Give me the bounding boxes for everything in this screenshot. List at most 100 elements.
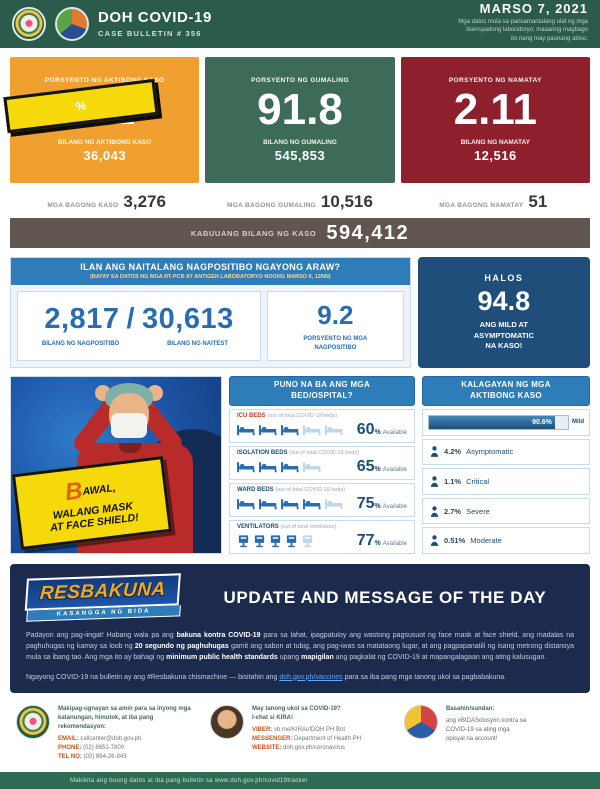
message-text: Ngayong COVID-19 na bulletin ay ang #Res… xyxy=(26,673,280,681)
availability-word: Available xyxy=(382,466,407,473)
total-cases-bar: KABUUANG BILANG NG KASO 594,412 xyxy=(10,218,590,248)
vaccine-info-link[interactable]: doh.gov.ph/vaccines xyxy=(279,673,343,681)
bed-icon-dim xyxy=(325,499,343,510)
contact-line: PHONE: (02) 8651-7800 xyxy=(58,744,196,753)
warning-sign-text: BAWAL, WALANG MASK AT FACE SHIELD! xyxy=(26,469,158,538)
card-count: 545,853 xyxy=(274,147,326,163)
header: DOH COVID-19 CASE BULLETIN # 356 MARSO 7… xyxy=(0,0,600,48)
bed-icon xyxy=(259,462,277,472)
middle-section: BAWAL, WALANG MASK AT FACE SHIELD! PUNO … xyxy=(0,370,600,556)
legend-label: Asymptomatic xyxy=(466,447,514,457)
row-sublabel: (out of total COVID-19 beds) xyxy=(267,412,338,419)
ventilator-icon xyxy=(238,535,249,548)
resbakuna-logo: RESBAKUNA KASANGGA NG BIDA xyxy=(24,573,181,622)
message-paragraph: Padayon ang pag-iingat! Habang wala pa a… xyxy=(26,630,574,664)
availability-pct: 60 xyxy=(356,420,375,438)
bida-logo-icon xyxy=(404,705,438,740)
bed-icons xyxy=(237,424,344,436)
message-text-bold: minimum public health standards xyxy=(166,654,278,662)
status-heading-line: AKTIBONG KASO xyxy=(470,390,542,400)
hospital-heading-line: BED/OSPITAL? xyxy=(291,390,353,400)
header-titles: DOH COVID-19 CASE BULLETIN # 356 xyxy=(98,10,212,38)
bulletin-title: DOH COVID-19 xyxy=(98,9,212,27)
kira-texts: May tanong ukol sa COVID-19? I-chat si K… xyxy=(252,705,361,753)
new-cases: MGA BAGONG KASO 3,276 xyxy=(10,192,203,212)
bed-icon xyxy=(281,424,299,435)
card-count-label: BILANG NG AKTIBONG KASO xyxy=(58,138,152,146)
contact-value: callcenter@doh.gov.ph xyxy=(80,736,142,743)
mask-reminder-photo: BAWAL, WALANG MASK AT FACE SHIELD! xyxy=(10,376,222,554)
footer: Makipag-ugnayan sa amin para sa inyong m… xyxy=(0,693,600,772)
message-text-bold: mapigilan xyxy=(301,654,334,662)
positives-tested-values: 2,817 / 30,613 xyxy=(22,303,256,336)
bida-line: opisyal na account! xyxy=(446,736,498,743)
today-subheading: (BATAY SA DATOS NG MGA RT-PCR AT ANTIGEN… xyxy=(90,274,331,280)
ventilators-row: VENTILATORS (out of total ventilators) 7… xyxy=(229,519,415,555)
kira-heading: May tanong ukol sa COVID-19? I-chat si K… xyxy=(252,705,361,723)
bottom-bar: Makikita ang buong datos at iba pang bul… xyxy=(0,772,600,789)
positivity-label-line: NAGPOSITIBO xyxy=(314,344,357,351)
total-cases-value: 594,412 xyxy=(326,221,410,244)
kira-line: WEBSITE: doh.gov.ph/coronavirus xyxy=(252,744,361,753)
bed-icon xyxy=(281,499,299,510)
mild-asymptomatic-box: HALOS 94.8% ANG MILD AT ASYMPTOMATIC NA … xyxy=(3,78,590,368)
card-count: 36,043 xyxy=(83,147,127,163)
mild-bar-fill: 90.6% xyxy=(429,415,555,429)
card-title: PORSYENTO NG NAMATAY xyxy=(448,77,542,85)
legend-asymptomatic: 4.2% Asymptomatic xyxy=(422,438,590,466)
kira-label: WEBSITE: xyxy=(252,745,282,752)
row-label-text: VENTILATORS xyxy=(237,523,279,530)
kira-line: MESSENGER: Department of Health PH xyxy=(252,735,361,744)
kira-value: vb.me/KIRAofDOH PH Bot xyxy=(274,727,346,734)
strip-label: MGA BAGONG KASO xyxy=(47,202,119,209)
mild-percentage: 94.8% xyxy=(3,78,530,317)
positives-tested-box: 2,817 / 30,613 BILANG NG NAGPOSITIBO BIL… xyxy=(17,291,262,361)
bulletin-number: CASE BULLETIN # 356 xyxy=(98,28,202,38)
stat-cards: PORSYENTO NG AKTIBONG KASO 6.1% BILANG N… xyxy=(0,48,600,187)
kira-label: VIBER: xyxy=(252,727,273,734)
bida-line: ang #BIDASolusyon kontra sa xyxy=(446,718,527,725)
status-panel-header: KALAGAYAN NG MGA AKTIBONG KASO xyxy=(422,376,590,406)
message-text-bold: 20 segundo ng paghuhugas xyxy=(134,643,229,651)
today-header: ILAN ANG NAITALANG NAGPOSITIBO NGAYONG A… xyxy=(11,258,410,285)
disclaimer-line: Mga datos mula sa pansamantalang ulat ng… xyxy=(458,18,588,25)
legend-severe: 2.7% Severe xyxy=(422,497,590,525)
bed-icon-dim xyxy=(303,462,321,472)
today-section: ILAN ANG NAITALANG NAGPOSITIBO NGAYONG A… xyxy=(0,78,600,370)
mild-suffix-line: ASYMPTOMATIC xyxy=(473,330,534,340)
bida-line: COVID-19 sa ating mga xyxy=(446,727,510,734)
footer-contact-column: Makipag-ugnayan sa amin para sa inyong m… xyxy=(16,705,196,762)
contact-texts: Makipag-ugnayan sa amin para sa inyong m… xyxy=(58,705,196,762)
hospital-rows: ICU BEDS (out of total COVID-19 beds) 60… xyxy=(229,408,415,555)
ventilator-icon xyxy=(254,535,265,548)
hospital-panel-header: PUNO NA BA ANG MGA BED/OSPITAL? xyxy=(229,376,415,406)
strip-label: MGA BAGONG NAMATAY xyxy=(439,202,524,209)
mild-suffix-line: ANG MILD AT xyxy=(479,320,528,330)
positivity-label-line: PORSYENTO NG MGA xyxy=(303,336,368,343)
card-percentage: 91.8% xyxy=(3,78,343,134)
row-content: 65% Available xyxy=(237,458,407,476)
ventilator-icon xyxy=(286,535,297,548)
bed-icon-dim xyxy=(325,424,343,435)
positivity-box: 9.2% PORSYENTO NG MGA NAGPOSITIBO xyxy=(3,78,404,361)
percent-sign: % xyxy=(374,428,381,436)
kira-heading-line: May tanong ukol sa COVID-19? xyxy=(252,706,341,713)
message-text: para sa iba pang mga tanong ukol sa pagb… xyxy=(342,673,507,681)
row-label-text: ISOLATION BEDS xyxy=(237,449,288,456)
bed-icon xyxy=(281,462,299,472)
resbakuna-header-row: RESBAKUNA KASANGGA NG BIDA UPDATE AND ME… xyxy=(24,573,574,622)
pct-value: 2.11 xyxy=(453,85,537,135)
icu-beds-row: ICU BEDS (out of total COVID-19 beds) 60… xyxy=(229,408,415,443)
status-heading-line: KALAGAYAN NG MGA xyxy=(461,380,551,389)
bida-heading: Basahin/sundan: xyxy=(446,706,495,713)
doh-logo-icon xyxy=(12,7,46,41)
mild-bar-label: Mild xyxy=(572,419,584,426)
header-right: MARSO 7, 2021 Mga datos mula sa pansaman… xyxy=(458,1,588,43)
bed-icon xyxy=(237,462,255,472)
mild-bar-row: 90.6% Mild xyxy=(422,408,590,436)
contact-heading: Makipag-ugnayan sa amin para sa inyong m… xyxy=(58,706,191,731)
contact-label: PHONE: xyxy=(58,745,82,752)
strip-label: MGA BAGONG GUMALING xyxy=(227,202,316,209)
mild-bar-pct: 90.6% xyxy=(532,418,552,426)
